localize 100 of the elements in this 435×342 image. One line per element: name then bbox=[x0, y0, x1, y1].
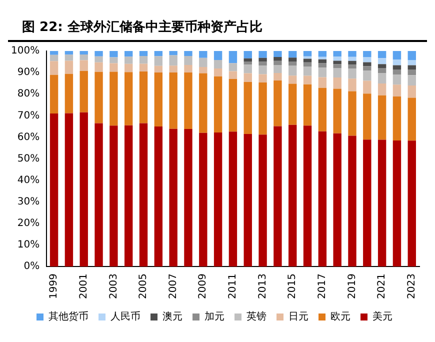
bar bbox=[363, 80, 372, 94]
bar bbox=[139, 123, 148, 267]
bar bbox=[363, 62, 372, 66]
bar bbox=[288, 76, 297, 84]
bar bbox=[392, 65, 402, 70]
y-tick-label: 100% bbox=[10, 46, 40, 57]
legend-label: 人民币 bbox=[110, 310, 140, 323]
bar bbox=[124, 125, 133, 267]
bar bbox=[378, 84, 386, 96]
bar bbox=[348, 68, 356, 79]
bar bbox=[378, 73, 386, 84]
legend-label: 其他货币 bbox=[48, 310, 88, 323]
bar bbox=[139, 71, 148, 124]
bar bbox=[318, 56, 327, 60]
bar bbox=[80, 54, 88, 60]
bar bbox=[214, 76, 222, 132]
bar bbox=[258, 58, 267, 62]
bar bbox=[378, 58, 386, 64]
bar bbox=[184, 56, 192, 66]
bar bbox=[110, 63, 118, 72]
bar bbox=[169, 66, 178, 73]
bar bbox=[64, 54, 74, 61]
bar bbox=[64, 60, 74, 74]
bar bbox=[154, 66, 163, 73]
bar bbox=[408, 140, 416, 267]
bar bbox=[392, 70, 402, 75]
x-tick-label: 2021 bbox=[376, 274, 388, 300]
x-tick-label: 2009 bbox=[198, 274, 209, 300]
bar bbox=[228, 79, 238, 132]
bar bbox=[363, 94, 372, 140]
legend-label: 欧元 bbox=[330, 312, 350, 323]
bar bbox=[184, 129, 192, 267]
bar bbox=[258, 66, 267, 74]
bar bbox=[94, 62, 103, 72]
bar bbox=[214, 60, 222, 68]
bar bbox=[94, 72, 103, 124]
bar bbox=[110, 72, 118, 126]
bar bbox=[184, 72, 192, 130]
bar bbox=[199, 66, 208, 74]
bar bbox=[333, 56, 342, 61]
bar bbox=[363, 66, 372, 71]
bar bbox=[274, 126, 282, 267]
bar bbox=[244, 82, 252, 134]
bar bbox=[274, 80, 282, 126]
bar bbox=[348, 51, 356, 57]
bar bbox=[303, 58, 312, 62]
bar bbox=[124, 51, 133, 57]
bar bbox=[80, 112, 88, 267]
y-tick-label: 30% bbox=[17, 196, 40, 208]
bar bbox=[154, 126, 163, 267]
bar bbox=[228, 71, 238, 80]
bar bbox=[378, 140, 386, 267]
bar bbox=[154, 56, 163, 66]
bar bbox=[258, 62, 267, 66]
bar bbox=[318, 68, 327, 78]
x-tick-label: 2013 bbox=[257, 274, 268, 300]
bar bbox=[303, 84, 312, 126]
bar bbox=[244, 73, 252, 82]
y-tick-label: 90% bbox=[17, 67, 40, 78]
bar bbox=[139, 51, 148, 56]
bar bbox=[50, 74, 58, 114]
bar bbox=[303, 62, 312, 67]
bar bbox=[169, 55, 178, 66]
bar bbox=[169, 72, 178, 129]
bar bbox=[139, 64, 148, 72]
bar bbox=[124, 64, 133, 72]
bar bbox=[348, 56, 356, 61]
bar bbox=[318, 88, 327, 132]
bar bbox=[348, 136, 356, 267]
bar bbox=[110, 126, 118, 267]
bar bbox=[333, 133, 342, 267]
bar bbox=[228, 132, 238, 267]
x-tick-label: 2023 bbox=[406, 274, 418, 300]
bar bbox=[303, 51, 312, 56]
bar bbox=[378, 68, 386, 74]
bar bbox=[258, 82, 267, 135]
x-tick-label: 2017 bbox=[317, 274, 328, 300]
bar bbox=[392, 140, 402, 267]
bar bbox=[64, 51, 74, 55]
bar bbox=[169, 51, 178, 56]
legend-label: 加元 bbox=[204, 310, 224, 323]
bar bbox=[274, 65, 282, 73]
bar bbox=[348, 78, 356, 92]
bar bbox=[64, 113, 74, 267]
x-tick-label: 1999 bbox=[48, 274, 60, 300]
bar bbox=[318, 131, 327, 267]
y-tick-label: 10% bbox=[17, 240, 40, 251]
bar bbox=[258, 74, 267, 82]
bar bbox=[50, 54, 58, 62]
bar bbox=[288, 84, 297, 125]
legend-label: 美元 bbox=[372, 310, 392, 323]
bar bbox=[184, 51, 192, 56]
bar bbox=[154, 72, 163, 126]
bar bbox=[244, 64, 252, 74]
bar bbox=[80, 51, 88, 54]
y-tick-label: 70% bbox=[17, 110, 40, 122]
x-tick-label: 2007 bbox=[168, 274, 179, 300]
bar bbox=[154, 51, 163, 56]
bar bbox=[244, 134, 252, 267]
bar bbox=[124, 56, 133, 64]
